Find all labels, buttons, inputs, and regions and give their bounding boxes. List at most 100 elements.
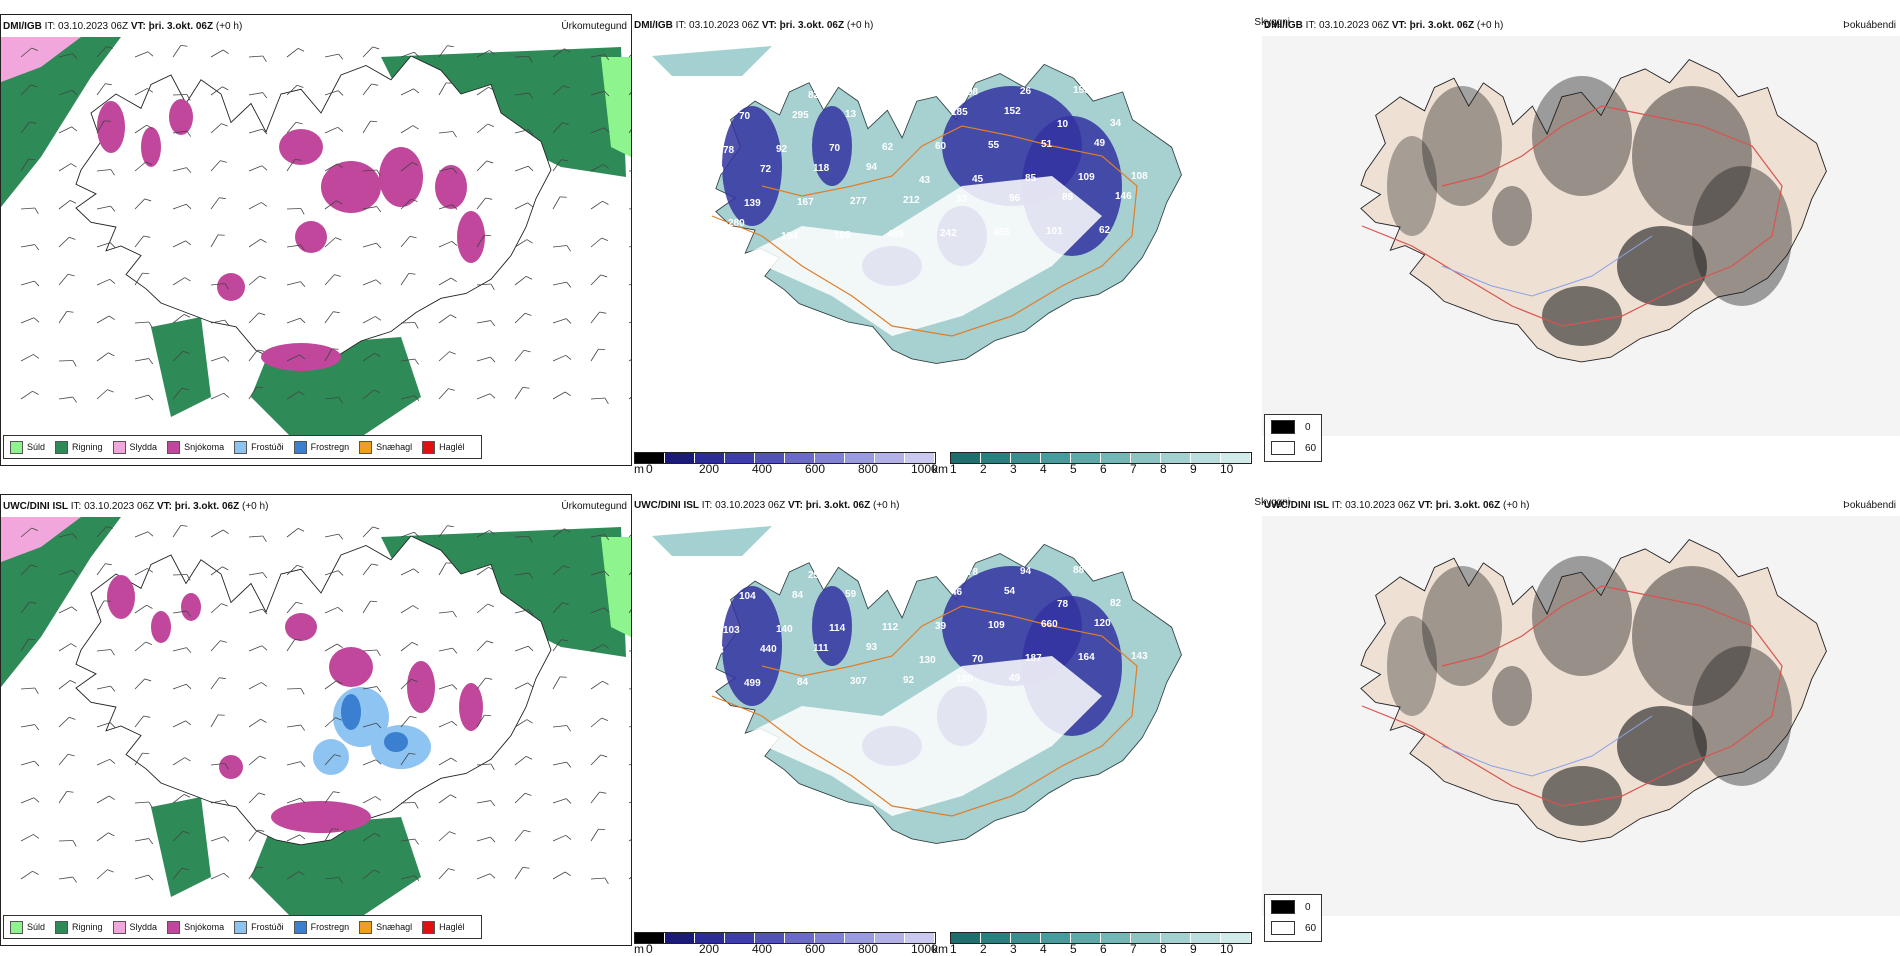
wind-barb — [59, 877, 77, 885]
legend-label: Slydda — [130, 442, 158, 452]
fog-area — [1542, 286, 1622, 346]
visibility-label: 108 — [1131, 171, 1148, 182]
wind-barb — [59, 397, 77, 405]
vt-label: VT: — [1418, 500, 1433, 511]
snow-area — [219, 755, 243, 779]
visibility-label: 42 — [861, 89, 873, 100]
legend-swatch — [10, 921, 23, 934]
panel-title: DMI/IGB IT: 03.10.2023 06Z VT: þri. 3.ok… — [634, 20, 873, 31]
panel-title: UWC/DINI ISL IT: 03.10.2023 06Z VT: þri.… — [1264, 500, 1529, 511]
visibility-tick: 2 — [980, 942, 987, 956]
wind-barb — [553, 725, 571, 733]
precip-type-panel: DMI/IGB IT: 03.10.2023 06Z VT: þri. 3.ok… — [0, 14, 632, 466]
wind-barb — [59, 235, 75, 251]
wind-barb — [21, 688, 38, 695]
it-value: 03.10.2023 06Z — [715, 500, 785, 511]
fog-area — [1532, 556, 1632, 676]
wind-barb — [97, 278, 115, 290]
wind-barb — [211, 49, 229, 63]
visibility-label: 280 — [728, 218, 745, 229]
forecast-row-dmi: DMI/IGB IT: 03.10.2023 06Z VT: þri. 3.ok… — [0, 0, 1900, 475]
wind-barb — [59, 840, 76, 847]
legend-label: Snjókoma — [184, 922, 224, 932]
wind-barb — [401, 802, 418, 809]
wind-barb — [591, 236, 608, 252]
wind-barb — [97, 351, 114, 366]
it-value: 03.10.2023 06Z — [58, 21, 128, 32]
visibility-label: 121 — [702, 558, 719, 569]
legend-item: Snjókoma — [167, 921, 224, 934]
wind-barb — [249, 92, 267, 101]
visibility-label: 60 — [935, 141, 947, 152]
fog-legend-swatch — [1271, 921, 1295, 935]
visibility-label: 78 — [1057, 599, 1069, 610]
precip-map — [1, 37, 631, 437]
wind-barb — [553, 834, 571, 846]
wind-barb — [287, 527, 304, 542]
fog-area — [1492, 186, 1532, 246]
legend-item: Snjókoma — [167, 441, 224, 454]
elevation-tick: 400 — [752, 462, 772, 476]
visibility-label: 85 — [1025, 173, 1037, 184]
wind-barb — [135, 322, 152, 329]
snow-area — [271, 801, 371, 833]
wind-barb — [629, 796, 631, 809]
visibility-label: 59 — [845, 589, 857, 600]
wind-barb — [59, 309, 73, 326]
wind-barb — [515, 385, 529, 402]
model-name: UWC/DINI ISL — [634, 500, 699, 511]
it-label: IT: — [71, 501, 82, 512]
vt-value: þri. 3.okt. 06Z — [1410, 20, 1474, 31]
panel-title: UWC/DINI ISL IT: 03.10.2023 06Z VT: þri.… — [634, 500, 899, 511]
legend-label: Snæhagl — [376, 922, 412, 932]
freezing-drizzle-area — [313, 739, 349, 775]
visibility-label: 26 — [1020, 86, 1032, 97]
visibility-label: 78 — [723, 145, 735, 156]
legend-item: Súld — [10, 921, 45, 934]
wind-barb — [515, 348, 531, 365]
visibility-label: 72 — [760, 164, 772, 175]
legend-item: Haglél — [422, 921, 465, 934]
wind-barb — [135, 838, 153, 847]
fog-area — [1692, 646, 1792, 786]
wind-barb — [21, 317, 39, 329]
legend-swatch — [10, 441, 23, 454]
visibility-label: 49 — [1094, 138, 1106, 149]
visibility-label: 277 — [850, 196, 867, 207]
wind-barb — [249, 56, 266, 63]
elevation-unit: m — [634, 942, 644, 956]
precip-type-title: Úrkomutegund — [561, 501, 627, 512]
visibility-tick: 1 — [950, 942, 957, 956]
snow-area — [279, 129, 323, 165]
visibility-unit: km — [932, 942, 948, 956]
wind-barb — [97, 758, 115, 770]
visibility-label: 242 — [940, 228, 957, 239]
wind-barb — [59, 606, 77, 619]
wind-barb — [515, 865, 529, 882]
rain-area — [151, 797, 211, 897]
snow-area — [261, 343, 341, 371]
wind-barb — [401, 322, 418, 329]
legend-swatch — [359, 441, 372, 454]
wind-barb — [553, 354, 571, 366]
wind-barb — [553, 281, 571, 290]
visibility-label: 295 — [792, 110, 809, 121]
wind-barb — [629, 832, 631, 846]
elevation-tick: 200 — [699, 942, 719, 956]
vt-value: þri. 3.okt. 06Z — [175, 501, 239, 512]
it-label: IT: — [1332, 500, 1343, 511]
visibility-panel: UWC/DINI ISL IT: 03.10.2023 06Z VT: þri.… — [632, 494, 1262, 946]
wind-barb — [515, 311, 531, 327]
wind-barb — [591, 347, 605, 365]
visibility-label: 94 — [866, 162, 878, 173]
wind-barb — [249, 572, 267, 581]
wind-barb — [515, 828, 531, 845]
wind-barb — [325, 53, 343, 62]
fog-legend: 0 60 — [1264, 894, 1322, 942]
legend-item: Haglél — [422, 441, 465, 454]
visibility-label: 70 — [829, 143, 841, 154]
fog-legend-swatch — [1271, 420, 1295, 434]
wind-barb — [21, 208, 38, 215]
wind-barb — [21, 244, 39, 253]
visibility-label: 49 — [1009, 673, 1021, 684]
